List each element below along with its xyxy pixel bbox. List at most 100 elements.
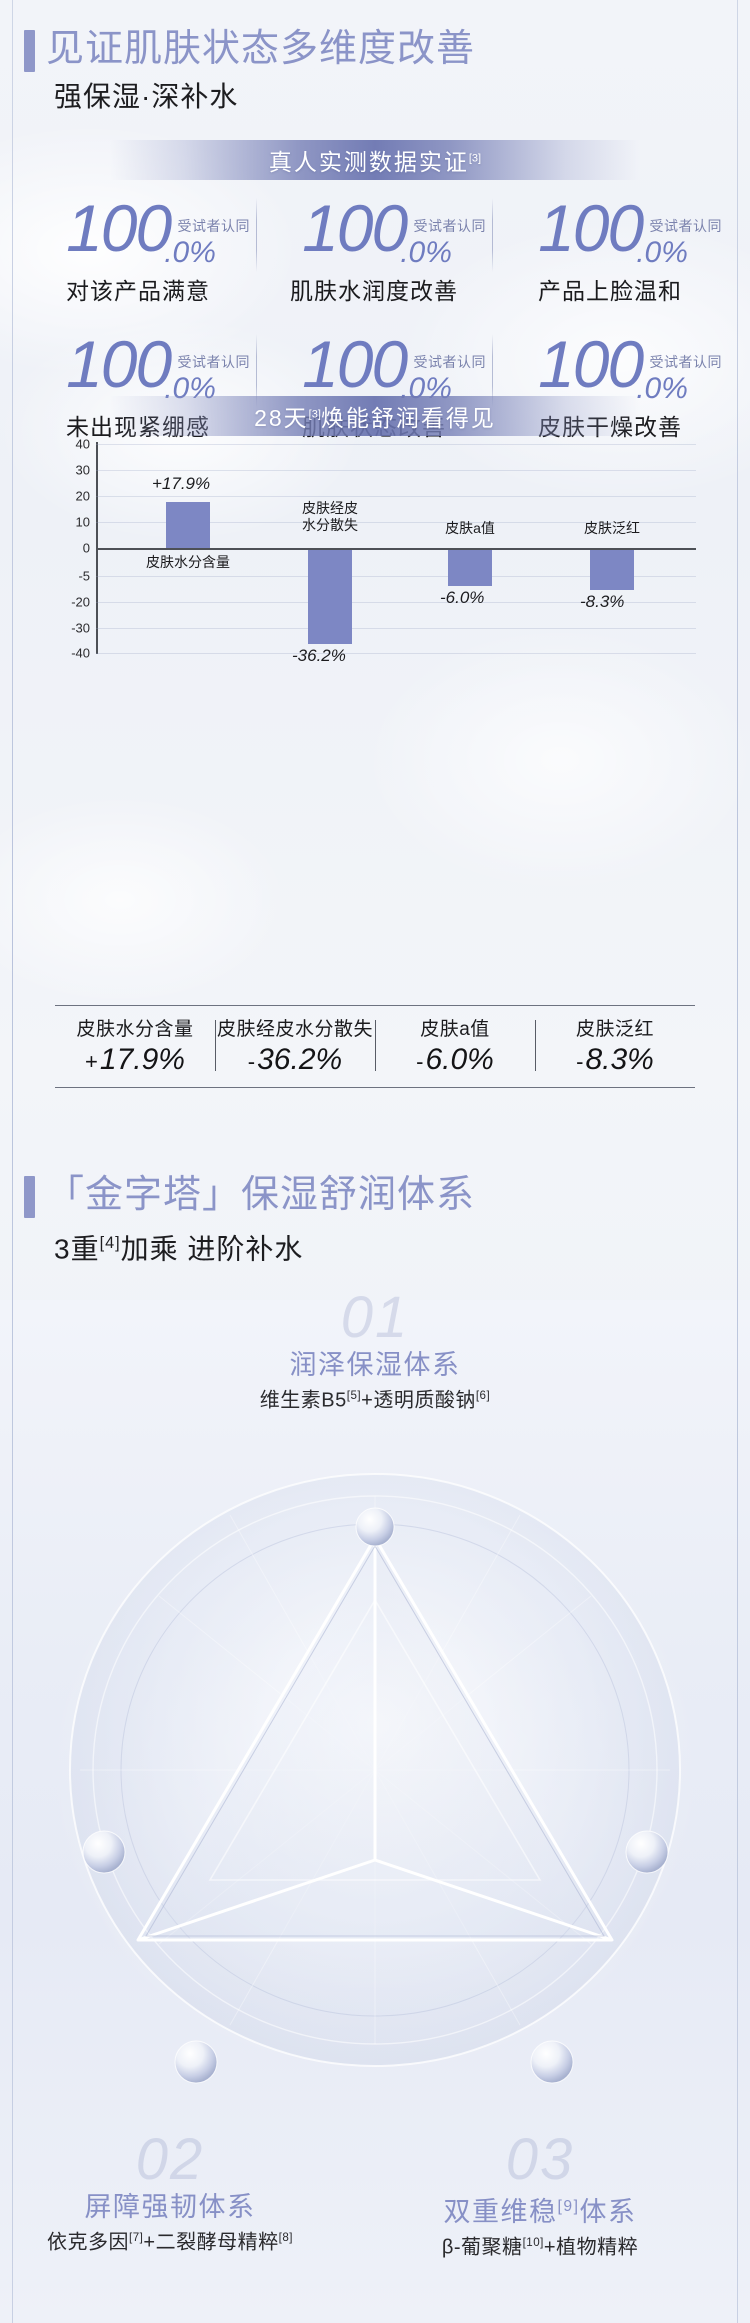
system-ingredients: β-葡聚糖[10]+植物精粹 (441, 2236, 639, 2259)
summary-name: 皮肤a值 (420, 1019, 490, 1040)
summary-sign: - (576, 1049, 584, 1074)
pearl-right (625, 1830, 669, 1874)
system-number: 01 (340, 1285, 410, 1350)
chart-plot-area: 40 30 20 10 0 -5 -20 -30 -40 +17.9% 皮肤水分… (34, 437, 716, 665)
stat-decimal: .0% (636, 372, 688, 405)
bar-skin-a-value (448, 550, 492, 586)
stat-cell-satisfaction: 100 .0% 受试者认同 对该产品满意 (20, 188, 256, 306)
summary-value: +17.9% (55, 1043, 215, 1077)
stat-decimal: .0% (400, 236, 452, 269)
bar-skin-redness (590, 550, 634, 590)
banner-28day: 28天[3]焕能舒润看得见 (110, 396, 640, 436)
y-tick-label: 10 (75, 514, 90, 530)
bar-label-value: +17.9% (152, 474, 211, 493)
chart-axes: 40 30 20 10 0 -5 -20 -30 -40 +17.9% 皮肤水分… (71, 437, 696, 665)
gridline: 10 (76, 515, 696, 530)
stat-sub-label: 受试者认同 (177, 218, 250, 234)
stat-value-group: 100 .0% 受试者认同 (20, 331, 256, 406)
bar-skin-moisture (166, 502, 210, 548)
summary-sign: - (416, 1049, 424, 1074)
system-name: 润泽保湿体系 (289, 1350, 461, 1380)
stat-sub-label: 受试者认同 (649, 354, 722, 370)
stat-value: 100 (302, 327, 408, 401)
stat-caption: 产品上脸温和 (538, 278, 682, 304)
section2-subtitle: 3重[4]加乘 进阶补水 (54, 1233, 304, 1265)
summary-col-a-value: 皮肤a值 -6.0% (375, 1014, 535, 1077)
stat-cell-hydration-improve: 100 .0% 受试者认同 肌肤水润度改善 (256, 188, 492, 306)
stat-caption: 肌肤水润度改善 (290, 278, 458, 304)
banner-clinical-proof-label: 真人实测数据实证[3] (268, 149, 482, 175)
stat-sub-label: 受试者认同 (649, 218, 722, 234)
y-tick-label: -5 (78, 568, 90, 584)
bar-label-category: 皮肤水分含量 (146, 554, 230, 570)
system-label-03: 03 双重维稳[9]体系 β-葡聚糖[10]+植物精粹 (380, 2130, 700, 2262)
pyramid-visual-section: 01 润泽保湿体系 维生素B5[5]+透明质酸钠[6] 02 屏障强韧体系 依克… (0, 1288, 750, 2323)
stat-value-group: 100 .0% 受试者认同 (256, 327, 492, 406)
summary-name: 皮肤水分含量 (76, 1019, 194, 1040)
summary-number: 6.0% (425, 1043, 494, 1076)
stat-value-group: 100 .0% 受试者认同 (256, 191, 492, 270)
efficacy-bar-chart: 40 30 20 10 0 -5 -20 -30 -40 +17.9% 皮肤水分… (0, 437, 750, 665)
pyramid-wireframe-shadow (145, 1545, 605, 1937)
table-row: 皮肤水分含量 +17.9% 皮肤经皮水分散失 -36.2% 皮肤a值 -6.0%… (55, 1006, 695, 1087)
bar-label-value: -8.3% (580, 592, 625, 611)
gridline: 20 (76, 489, 696, 504)
stats-row-1: 100 .0% 受试者认同 对该产品满意 100 .0% 受试者认同 肌肤水润度… (20, 188, 730, 306)
gridline: 40 (76, 437, 696, 452)
bar-label-category: 皮肤泛红 (584, 520, 640, 536)
stat-value-group: 100 .0% 受试者认同 (20, 191, 256, 270)
section2-title: 「金字塔」保湿舒润体系 (46, 1174, 476, 1216)
banner-clinical-proof: 真人实测数据实证[3] (110, 140, 640, 180)
summary-number: 8.3% (585, 1043, 654, 1076)
bar-label-category: 皮肤a值 (445, 520, 495, 536)
summary-name: 皮肤经皮水分散失 (216, 1019, 373, 1040)
section1-title: 见证肌肤状态多维度改善 (46, 28, 476, 70)
gridline: -40 (71, 646, 696, 661)
summary-name: 皮肤泛红 (575, 1019, 654, 1040)
summary-value: -36.2% (215, 1043, 375, 1077)
system-number: 02 (135, 2127, 205, 2192)
table-rule-bottom (55, 1087, 695, 1088)
stat-decimal: .0% (164, 236, 216, 269)
stat-value: 100 (302, 191, 408, 265)
frame-line-left (12, 0, 13, 2323)
summary-value: -8.3% (535, 1043, 695, 1077)
pearl-top (355, 1507, 395, 1547)
stat-value: 100 (538, 191, 644, 265)
summary-number: 36.2% (257, 1043, 343, 1076)
stat-cell-no-tightness: 100 .0% 受试者认同 未出现紧绷感 (20, 324, 256, 442)
y-tick-label: -40 (71, 645, 90, 661)
pyramid-inner-triangle (208, 1598, 542, 1881)
stat-decimal: .0% (636, 236, 688, 269)
pearl-left (82, 1830, 126, 1874)
summary-number: 17.9% (99, 1043, 185, 1076)
system-name: 双重维稳[9]体系 (443, 2197, 637, 2227)
frame-line-right (737, 0, 738, 2323)
summary-sign: + (85, 1049, 98, 1074)
stat-value: 100 (538, 327, 644, 401)
summary-value: -6.0% (375, 1043, 535, 1077)
stats-grid: 100 .0% 受试者认同 对该产品满意 100 .0% 受试者认同 肌肤水润度… (20, 188, 730, 442)
bar-label-value: -6.0% (440, 588, 485, 607)
pyramid-wireframe (136, 1536, 614, 1942)
summary-sign: - (247, 1049, 256, 1074)
system-label-01: 01 润泽保湿体系 维生素B5[5]+透明质酸钠[6] (215, 1288, 535, 1415)
stat-value-group: 100 .0% 受试者认同 (492, 191, 728, 270)
summary-col-moisture: 皮肤水分含量 +17.9% (55, 1014, 215, 1077)
bar-label-category: 皮肤经皮 水分散失 (302, 500, 358, 533)
y-tick-label: 20 (75, 488, 90, 504)
section1-heading: 见证肌肤状态多维度改善 强保湿·深补水 (24, 24, 475, 116)
stat-cell-gentle: 100 .0% 受试者认同 产品上脸温和 (492, 188, 728, 306)
bar-tewl (308, 550, 352, 644)
stat-value: 100 (66, 191, 172, 265)
pyramid-graphic (45, 1470, 705, 2084)
pearl-bottom-left (174, 2040, 218, 2084)
section1-subtitle: 强保湿·深补水 (54, 81, 239, 112)
summary-table: 皮肤水分含量 +17.9% 皮肤经皮水分散失 -36.2% 皮肤a值 -6.0%… (55, 1005, 695, 1088)
system-ingredients: 维生素B5[5]+透明质酸钠[6] (259, 1389, 491, 1412)
system-name: 屏障强韧体系 (84, 2192, 256, 2222)
stat-sub-label: 受试者认同 (413, 218, 486, 234)
stat-value-group: 100 .0% 受试者认同 (492, 327, 728, 406)
section2-heading: 「金字塔」保湿舒润体系 3重[4]加乘 进阶补水 (24, 1170, 475, 1268)
